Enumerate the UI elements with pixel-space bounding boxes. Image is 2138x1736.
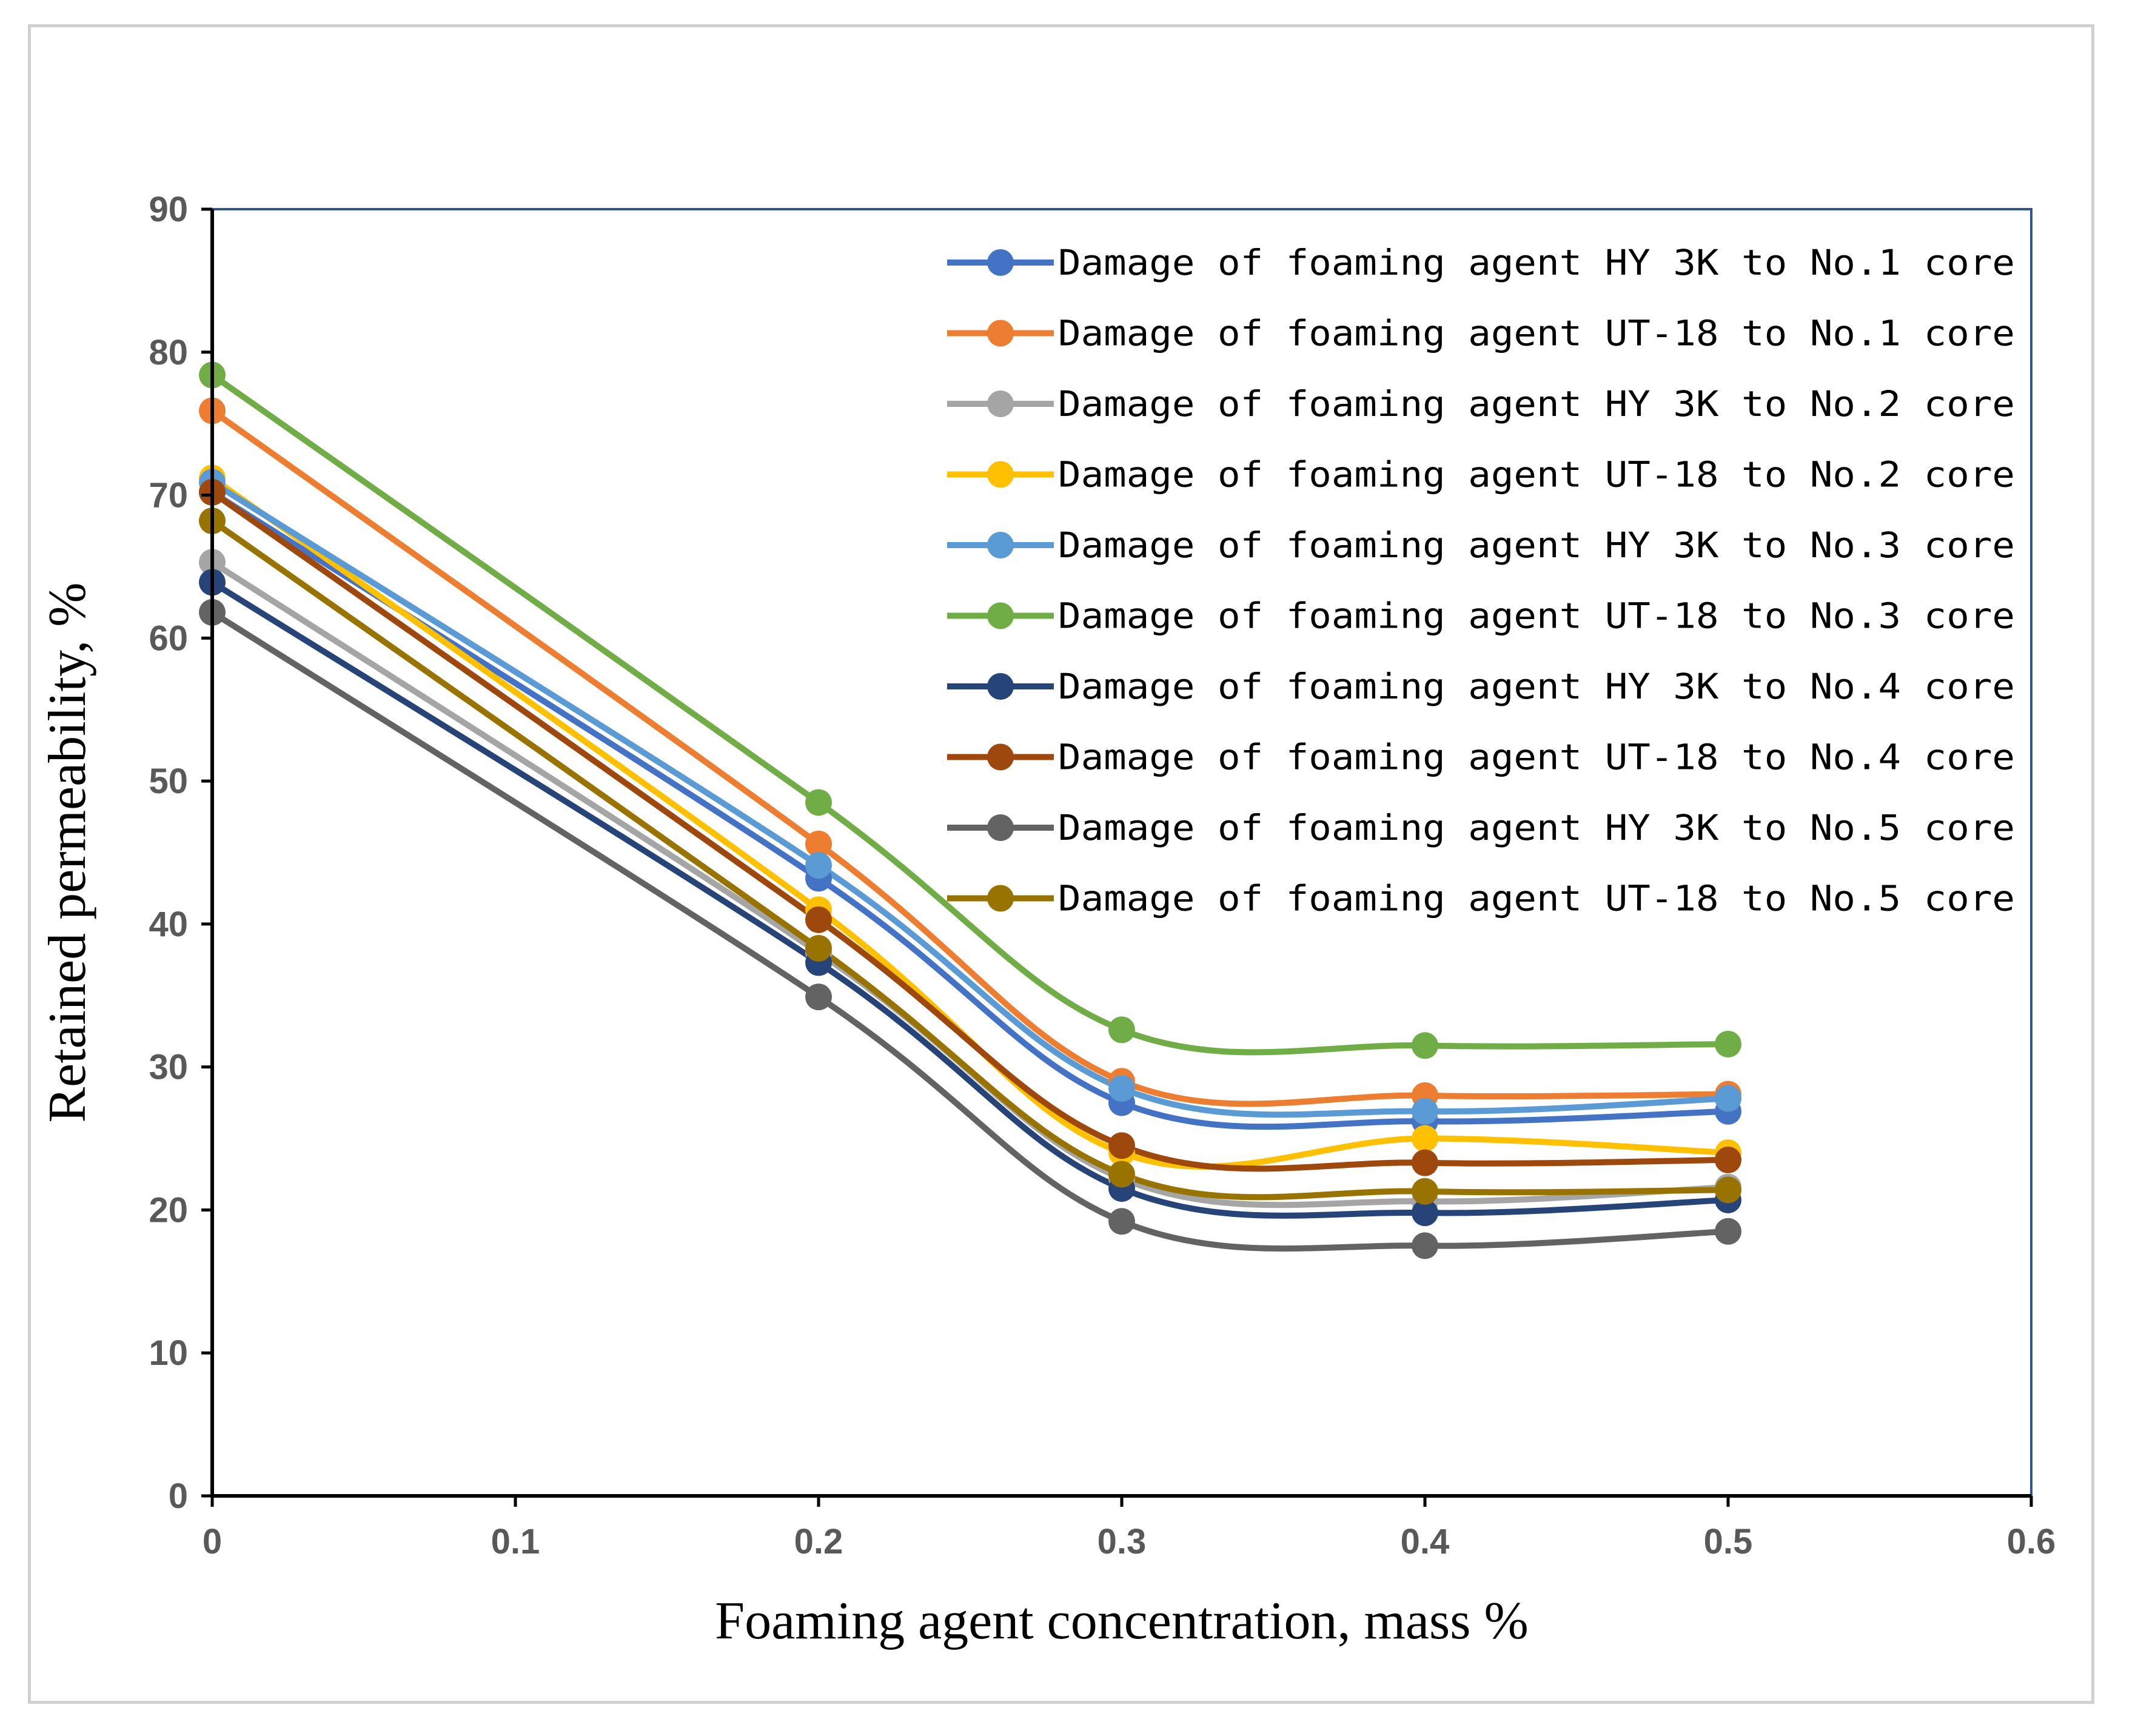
legend-swatch-marker-2 <box>987 320 1014 347</box>
legend-label-3: Damage of foaming agent HY 3K to No.2 co… <box>1058 383 2015 424</box>
legend-label-8: Damage of foaming agent UT-18 to No.4 co… <box>1058 737 2015 778</box>
series-line-4 <box>209 475 1731 1170</box>
legend-label-2: Damage of foaming agent UT-18 to No.1 co… <box>1058 313 2015 354</box>
series-line-9 <box>209 609 1731 1252</box>
data-point-s2-2 <box>805 830 832 857</box>
legend-label-5: Damage of foaming agent HY 3K to No.3 co… <box>1058 524 2015 566</box>
data-point-s8-5 <box>1715 1146 1741 1173</box>
data-point-s8-3 <box>1108 1132 1135 1159</box>
series-line-6 <box>209 372 1731 1056</box>
legend-swatch-marker-3 <box>987 390 1014 417</box>
legend-swatch-marker-5 <box>987 532 1014 558</box>
data-point-s10-3 <box>1108 1161 1135 1188</box>
y-axis-title: Retained permeability, % <box>38 582 97 1122</box>
y-tick-label: 40 <box>149 905 188 944</box>
legend-swatch-marker-4 <box>987 461 1014 488</box>
y-tick-label: 90 <box>149 190 188 229</box>
data-point-s5-3 <box>1108 1075 1135 1102</box>
y-tick-label: 80 <box>149 333 188 372</box>
legend-label-9: Damage of foaming agent HY 3K to No.5 co… <box>1058 807 2015 848</box>
y-tick-label: 10 <box>149 1333 188 1373</box>
data-point-s9-2 <box>805 984 832 1011</box>
x-axis-title: Foaming agent concentration, mass % <box>715 1592 1529 1651</box>
y-tick-label: 0 <box>169 1476 188 1516</box>
data-point-s10-2 <box>805 934 832 962</box>
plot-area <box>211 208 2032 1497</box>
y-tick-label: 50 <box>149 762 188 801</box>
data-point-s6-2 <box>805 789 832 816</box>
series-line-2 <box>209 407 1731 1107</box>
legend-swatch-marker-10 <box>987 885 1014 912</box>
series-line-10 <box>209 517 1731 1201</box>
data-point-s6-5 <box>1715 1030 1741 1057</box>
series-line-1 <box>209 489 1731 1130</box>
legend-swatch-marker-1 <box>987 249 1014 276</box>
data-point-s6-4 <box>1412 1032 1438 1059</box>
x-tick-label: 0 <box>203 1522 222 1561</box>
y-tick-label: 20 <box>149 1190 188 1230</box>
legend-swatch-marker-8 <box>987 743 1014 771</box>
data-point-s10-5 <box>1715 1176 1741 1204</box>
legend-swatch-marker-6 <box>987 602 1014 629</box>
series-line-8 <box>209 489 1731 1172</box>
x-tick-label: 0.1 <box>491 1522 540 1561</box>
legend-swatch-marker-9 <box>987 814 1014 841</box>
y-tick-label: 30 <box>149 1048 188 1087</box>
data-point-s5-2 <box>805 852 832 879</box>
data-point-s8-4 <box>1412 1149 1438 1176</box>
data-point-s5-5 <box>1715 1085 1741 1112</box>
data-point-s9-5 <box>1715 1218 1741 1245</box>
data-point-s8-2 <box>805 906 832 933</box>
data-point-s6-3 <box>1108 1016 1135 1044</box>
y-tick-label: 70 <box>149 476 188 515</box>
x-tick-label: 0.4 <box>1401 1522 1450 1561</box>
legend: Damage of foaming agent HY 3K to No.1 co… <box>947 242 2015 919</box>
data-point-s10-4 <box>1412 1178 1438 1205</box>
series-line-7 <box>209 579 1731 1219</box>
data-point-s9-4 <box>1412 1232 1438 1259</box>
data-point-s9-3 <box>1108 1208 1135 1235</box>
y-tick-label: 60 <box>149 618 188 658</box>
x-tick-label: 0.2 <box>794 1522 843 1561</box>
legend-label-10: Damage of foaming agent UT-18 to No.5 co… <box>1058 878 2015 919</box>
series-line-5 <box>209 479 1731 1118</box>
data-point-s4-4 <box>1412 1125 1438 1152</box>
legend-label-7: Damage of foaming agent HY 3K to No.4 co… <box>1058 666 2015 707</box>
legend-label-6: Damage of foaming agent UT-18 to No.3 co… <box>1058 595 2015 637</box>
x-tick-label: 0.3 <box>1097 1522 1147 1561</box>
data-point-s5-4 <box>1412 1098 1438 1125</box>
legend-label-4: Damage of foaming agent UT-18 to No.2 co… <box>1058 454 2015 495</box>
legend-label-1: Damage of foaming agent HY 3K to No.1 co… <box>1058 242 2015 283</box>
data-point-s7-4 <box>1412 1199 1438 1227</box>
legend-swatch-marker-7 <box>987 673 1014 700</box>
x-tick-label: 0.5 <box>1704 1522 1753 1561</box>
x-tick-label: 0.6 <box>2007 1522 2056 1561</box>
